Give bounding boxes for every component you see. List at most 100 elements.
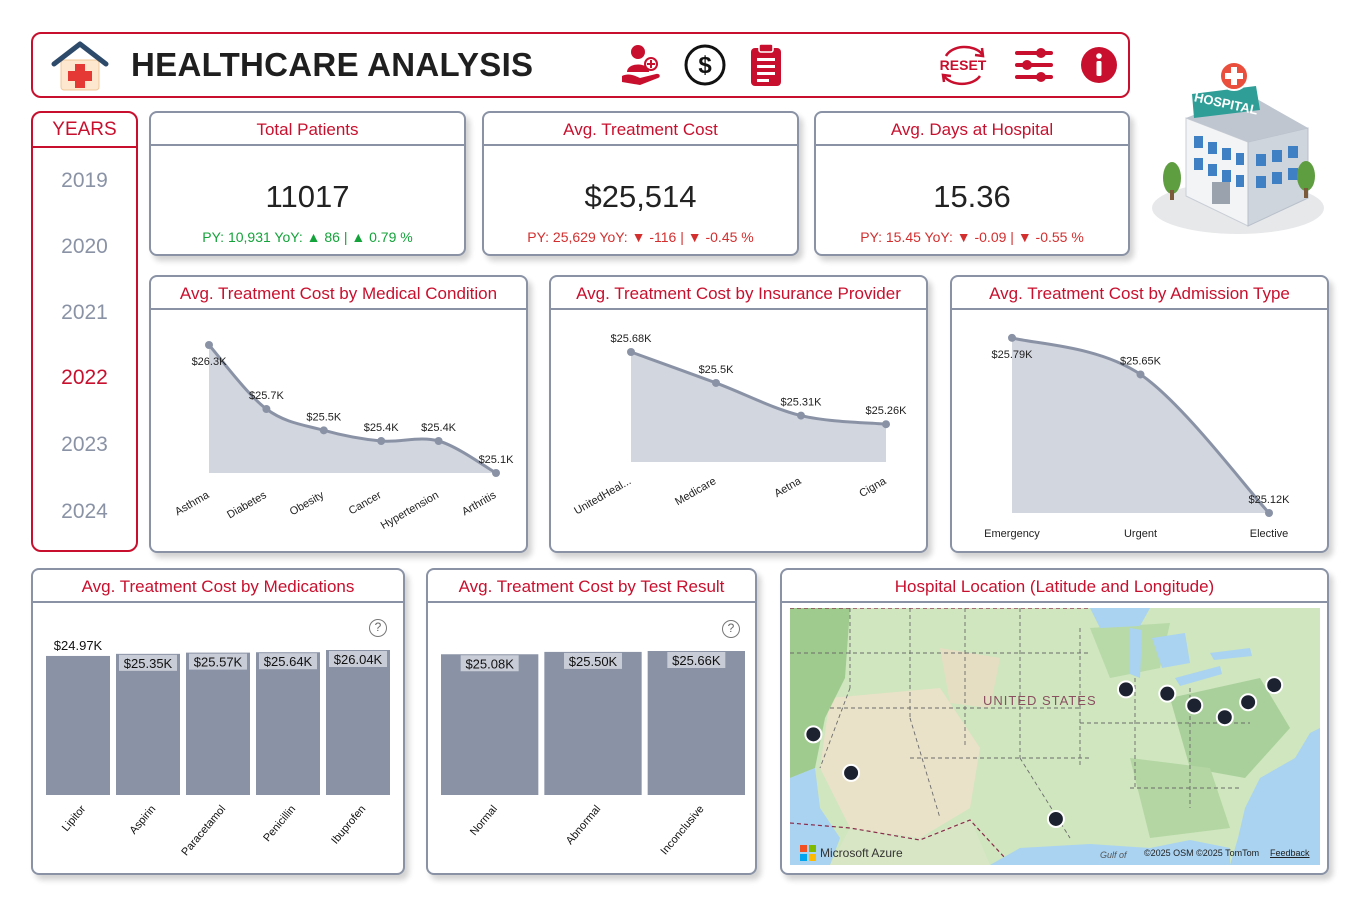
filter-sliders-icon[interactable]	[1011, 42, 1057, 88]
arid-area	[820, 688, 980, 838]
kpi-comparison: PY: 15.45 YoY: ▼ -0.09 | ▼ -0.55 %	[860, 229, 1084, 245]
data-label: $25.1K	[479, 454, 515, 466]
bar	[326, 650, 390, 795]
chart-title: Avg. Treatment Cost by Insurance Provide…	[551, 277, 926, 310]
bar	[441, 654, 539, 795]
years-slicer: YEARS 2019 2020 2021 2022 2023 2024	[31, 111, 138, 552]
data-label: $25.64K	[264, 654, 313, 669]
hospital-location-marker	[1215, 708, 1234, 727]
data-label: $25.66K	[672, 653, 721, 668]
map-canvas[interactable]: UNITED STATES	[790, 608, 1320, 865]
test-result-bar-chart: $25.08K Normal $25.50K Abnormal $25.66K Incon…	[441, 651, 745, 857]
category-label: Cigna	[857, 475, 889, 500]
admission-area-chart: $25.79K Emergency $25.65K Urgent $25.12K Elec…	[984, 333, 1291, 540]
kpi-comparison: PY: 25,629 YoY: ▼ -116 | ▼ -0.45 %	[527, 229, 754, 245]
data-label: $25.31K	[781, 397, 823, 409]
hospital-location-map[interactable]: UNITED STATES Microsoft Azure Gulf of ©2…	[790, 608, 1320, 865]
data-label: $25.65K	[1120, 355, 1162, 367]
data-label: $25.4K	[421, 422, 457, 434]
page-title: HEALTHCARE ANALYSIS	[131, 46, 534, 83]
header-bar: HEALTHCARE ANALYSIS $ RESET	[31, 32, 1130, 98]
kpi-title: Avg. Treatment Cost	[484, 113, 797, 146]
data-label: $25.4K	[364, 422, 400, 434]
data-label: $25.57K	[194, 655, 243, 670]
area-fill	[631, 352, 886, 462]
category-label: Paracetamol	[179, 803, 228, 858]
data-point	[882, 420, 890, 429]
country-label: UNITED STATES	[983, 693, 1097, 708]
data-label: $25.08K	[465, 656, 514, 671]
data-label: $26.04K	[334, 652, 383, 667]
chart-cost-by-test-result: Avg. Treatment Cost by Test Result ? $25…	[426, 568, 757, 875]
data-point	[492, 469, 500, 477]
clipboard-icon[interactable]	[743, 42, 789, 88]
bar	[116, 653, 180, 795]
feedback-link[interactable]: Feedback	[1270, 848, 1310, 858]
area-fill	[1012, 337, 1269, 513]
kpi-total-patients: Total Patients 11017 PY: 10,931 YoY: ▲ 8…	[149, 111, 466, 256]
year-2023[interactable]: 2023	[61, 433, 108, 456]
kpi-value: 11017	[265, 179, 350, 214]
bar	[186, 652, 250, 795]
category-label: Urgent	[1124, 528, 1157, 540]
years-title: YEARS	[33, 113, 136, 148]
category-label: Penicillin	[261, 803, 298, 844]
bar	[46, 655, 110, 795]
series-line	[207, 343, 497, 475]
insurance-area-chart: $25.68K UnitedHeal... $25.5K Medicare $25.31…	[572, 333, 907, 517]
chart-title: Avg. Treatment Cost by Medical Condition	[151, 277, 526, 310]
kpi-comparison: PY: 10,931 YoY: ▲ 86 | ▲ 0.79 %	[202, 229, 413, 245]
chart-title: Avg. Treatment Cost by Admission Type	[952, 277, 1327, 310]
patient-care-icon[interactable]	[618, 42, 664, 88]
data-label: $25.5K	[699, 364, 735, 376]
data-point	[712, 378, 720, 387]
reset-icon[interactable]: RESET	[936, 42, 990, 88]
dollar-icon[interactable]: $	[682, 42, 728, 88]
map-attribution: ©2025 OSM ©2025 TomTom	[1144, 848, 1260, 858]
category-label: Asthma	[173, 489, 212, 518]
hospital-location-marker	[1239, 693, 1258, 712]
year-2024[interactable]: 2024	[61, 500, 108, 523]
reset-label: RESET	[940, 57, 987, 73]
data-label: $25.50K	[569, 654, 618, 669]
kpi-title: Total Patients	[151, 113, 464, 146]
condition-area-chart: $26.3K Asthma $25.7K Diabetes $25.5K Obesity $…	[173, 341, 515, 532]
microsoft-logo-icon	[800, 845, 816, 861]
map-card: Hospital Location (Latitude and Longitud…	[780, 568, 1329, 875]
hospital-building-icon: HOSPITAL	[1152, 61, 1324, 234]
gulf-label: Gulf of	[1100, 850, 1127, 860]
home-logo-icon	[51, 41, 109, 91]
hospital-location-marker	[1046, 809, 1065, 828]
hospital-location-marker	[1158, 684, 1177, 703]
series-line	[630, 350, 887, 426]
data-label: $26.3K	[192, 356, 228, 368]
category-label: Medicare	[673, 475, 718, 508]
year-2019[interactable]: 2019	[61, 169, 108, 192]
help-icon[interactable]: ?	[722, 620, 740, 638]
bar	[544, 651, 642, 795]
category-label: Cancer	[347, 489, 384, 517]
data-label: $25.12K	[1249, 494, 1291, 506]
category-label: UnitedHeal...	[572, 475, 633, 517]
category-label: Obesity	[288, 489, 327, 518]
chart-cost-by-medications: Avg. Treatment Cost by Medications ? $24…	[31, 568, 405, 875]
chart-title: Avg. Treatment Cost by Medications	[33, 570, 403, 603]
category-label: Diabetes	[225, 489, 269, 521]
kpi-avg-days-hospital: Avg. Days at Hospital 15.36 PY: 15.45 Yo…	[814, 111, 1130, 256]
bar	[256, 652, 320, 795]
year-2022[interactable]: 2022	[61, 366, 108, 389]
data-label: $25.68K	[611, 333, 653, 345]
data-point	[434, 437, 443, 445]
category-label: Hypertension	[379, 489, 441, 532]
year-2020[interactable]: 2020	[61, 235, 108, 258]
help-icon[interactable]: ?	[369, 619, 387, 637]
chart-cost-by-insurance: Avg. Treatment Cost by Insurance Provide…	[549, 275, 928, 553]
category-label: Lipitor	[60, 803, 89, 834]
medications-bar-chart: $24.97K Lipitor $25.35K Aspirin $25.57K Parac…	[46, 638, 390, 858]
info-icon[interactable]	[1076, 42, 1122, 88]
category-label: Normal	[468, 803, 500, 838]
data-point	[1008, 333, 1016, 342]
data-point	[205, 341, 213, 349]
bar	[647, 651, 745, 795]
year-2021[interactable]: 2021	[61, 301, 108, 324]
